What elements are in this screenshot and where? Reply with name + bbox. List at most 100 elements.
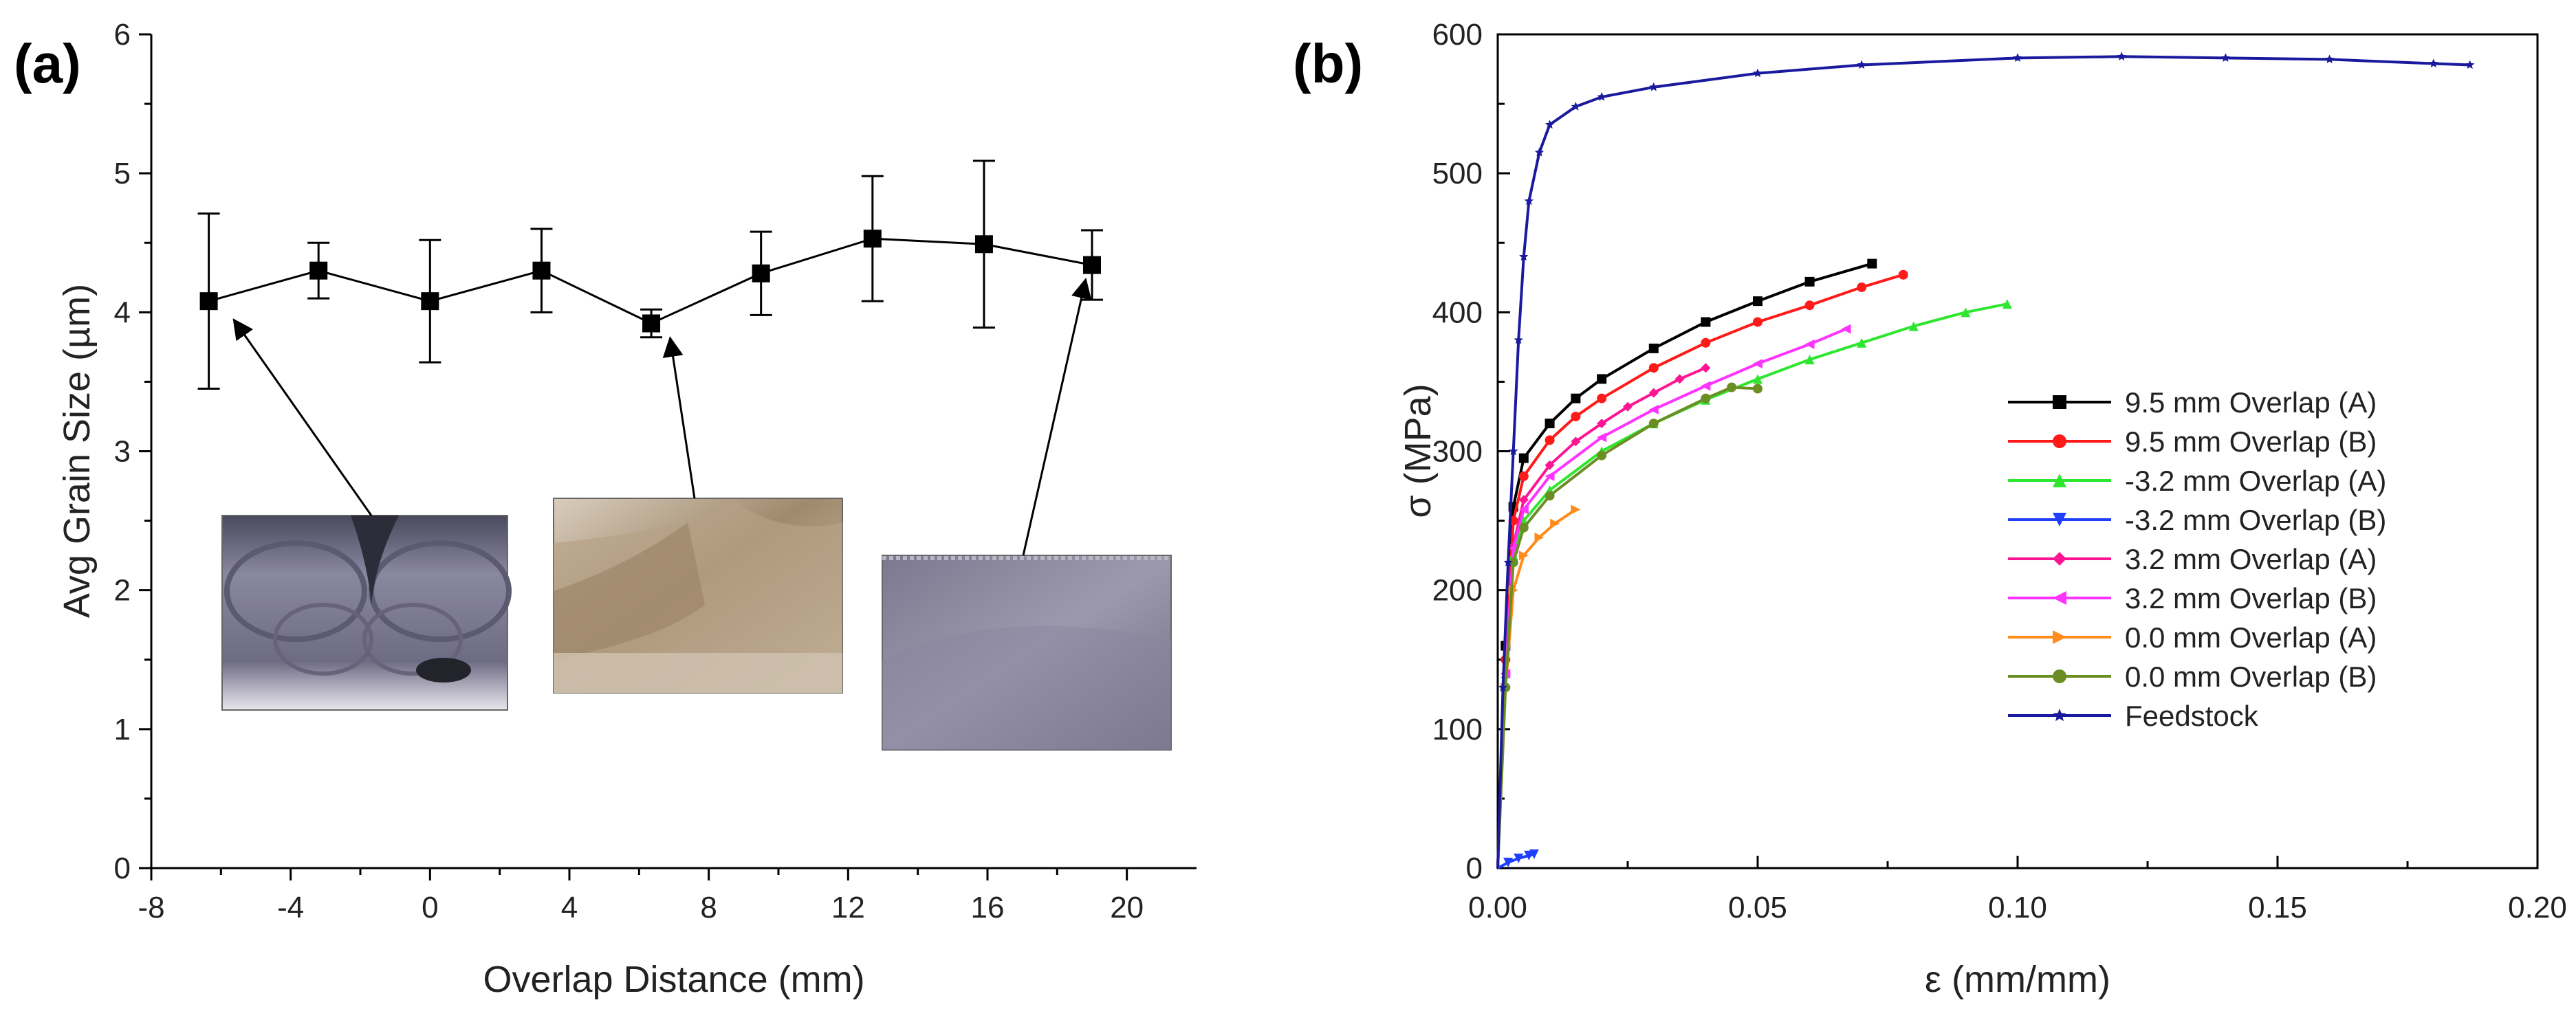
series-point-9-5-mm-overlap-b (1857, 282, 1867, 292)
series-point-9-5-mm-overlap-b (1753, 317, 1762, 327)
x-tick-label: 0 (422, 891, 438, 924)
series-point-feedstock (1503, 557, 1513, 566)
series-point-feedstock (1498, 683, 1508, 691)
legend-marker-0-0-mm-overlap-a (2053, 630, 2066, 644)
series-point-feedstock (2013, 53, 2022, 62)
y-tick-label: 0 (1466, 852, 1483, 885)
series-point-3-2-mm-overlap-a (1908, 321, 1919, 331)
legend-label-3-2-mm-overlap-b: 3.2 mm Overlap (B) (2125, 582, 2377, 614)
data-point (421, 292, 439, 311)
x-tick-label: 0.00 (1468, 891, 1527, 924)
series-point-3-2-mm-overlap-b (1597, 432, 1607, 443)
series-point-9-5-mm-overlap-b (1597, 393, 1607, 403)
panel-b: (b) 0.00 0.05 0.10 0.15 0.20 0 100 200 300 400 500… (1293, 18, 2567, 1000)
macrograph-left (221, 515, 512, 711)
series-point-3-2-mm-overlap-b (1544, 471, 1555, 481)
panel-a-label: (a) (14, 33, 81, 94)
y-tick-label: 300 (1432, 435, 1483, 469)
series-point-feedstock (2429, 58, 2438, 68)
panel-b-y-title: σ (MPa) (1397, 384, 1439, 518)
panel-a-ticks (139, 33, 1128, 880)
panel-b-ticks (1496, 33, 2539, 869)
macrograph-right (882, 555, 1172, 751)
series-point-0-0-mm-overlap-b (1648, 419, 1659, 429)
series-point-9-5-mm-overlap-a (1571, 393, 1581, 403)
x-tick-label: 8 (700, 891, 717, 924)
series-point-9-5-mm-overlap-a (1701, 317, 1711, 327)
y-tick-label: 600 (1432, 18, 1483, 52)
panel-b-series (1496, 52, 2475, 869)
panel-b-legend: 9.5 mm Overlap (A) 9.5 mm Overlap (B) -3.2… (2008, 386, 2386, 732)
x-tick-label: 0.20 (2508, 891, 2567, 924)
series-point-9-5-mm-overlap-b (1898, 269, 1908, 280)
series-point-feedstock (1544, 120, 1555, 129)
x-tick-label: 12 (831, 891, 865, 924)
series-point-0-0-mm-overlap-a (1550, 518, 1560, 529)
series-point-feedstock (1857, 60, 1866, 69)
series-point-9-5-mm-overlap-a (1544, 419, 1555, 429)
series-point-3-2-mm-overlap-b (1648, 404, 1659, 414)
panel-b-x-title: ε (mm/mm) (1925, 959, 2110, 1000)
series-point-0-0-mm-overlap-b (1508, 557, 1518, 568)
y-tick-label: 500 (1432, 157, 1483, 190)
legend-marker-3-2-mm-overlap-b (2053, 591, 2066, 605)
data-point (1083, 256, 1101, 274)
y-tick-label: 4 (114, 296, 131, 329)
series-point-3-2-mm-overlap-a (2002, 299, 2012, 309)
series-point-feedstock (2324, 54, 2335, 64)
series-point-feedstock (1514, 335, 1523, 344)
legend-label-3-2-mm-overlap-a: -3.2 mm Overlap (A) (2125, 465, 2386, 497)
data-point (199, 292, 218, 311)
series-point-feedstock (2117, 52, 2126, 60)
series-point-feedstock (1753, 68, 1762, 78)
series-line-9-5-mm-overlap-b (1496, 273, 1904, 869)
series-point-9-5-mm-overlap-b (1804, 300, 1815, 311)
y-tick-label: 2 (114, 574, 131, 608)
series-point-3-2-mm-overlap-b (1529, 849, 1539, 859)
legend-label-3-2-mm-overlap-b: -3.2 mm Overlap (B) (2125, 504, 2386, 536)
data-point (309, 261, 328, 280)
data-point (532, 261, 551, 280)
series-point-feedstock (1519, 252, 1529, 261)
series-point-feedstock (1649, 82, 1659, 91)
macrograph-middle (553, 498, 843, 694)
series-point-0-0-mm-overlap-b (1727, 382, 1737, 392)
legend-label-3-2-mm-overlap-a: 3.2 mm Overlap (A) (2125, 543, 2377, 575)
series-point-3-2-mm-overlap-a (1518, 495, 1529, 505)
series-point-9-5-mm-overlap-a (1867, 258, 1877, 269)
series-point-feedstock (1524, 196, 1533, 206)
series-point-3-2-mm-overlap-a (1753, 374, 1762, 384)
legend-marker-3-2-mm-overlap-b (2053, 513, 2066, 526)
panel-a-series (197, 159, 1103, 390)
series-point-3-2-mm-overlap-a (1571, 436, 1581, 447)
series-line-3-2-mm-overlap-b (1496, 327, 1847, 869)
series-point-0-0-mm-overlap-b (1753, 384, 1762, 394)
series-point-0-0-mm-overlap-a (1571, 505, 1581, 515)
legend-marker-9-5-mm-overlap-a (2053, 395, 2066, 409)
x-tick-label: 0.15 (2248, 891, 2307, 924)
series-point-feedstock (1597, 92, 1606, 101)
arrow-left-inset (232, 318, 373, 516)
series-point-0-0-mm-overlap-b (1544, 491, 1555, 501)
series-point-9-5-mm-overlap-b (1518, 471, 1529, 481)
panel-b-tick-labels: 0.00 0.05 0.10 0.15 0.20 0 100 200 300 400 500 600 (1432, 18, 2567, 924)
series-point-feedstock (2220, 53, 2231, 62)
series-point-3-2-mm-overlap-b (1701, 381, 1711, 391)
series-line-3-2-mm-overlap-a (1496, 366, 1707, 869)
legend-marker-feedstock (2053, 709, 2066, 722)
y-tick-label: 400 (1432, 296, 1483, 329)
y-tick-label: 6 (114, 18, 131, 52)
y-tick-label: 200 (1432, 574, 1483, 608)
series-point-9-5-mm-overlap-b (1544, 435, 1555, 445)
series-point-9-5-mm-overlap-a (1597, 374, 1607, 384)
legend-label-9-5-mm-overlap-b: 9.5 mm Overlap (B) (2125, 425, 2377, 458)
y-tick-label: 100 (1432, 713, 1483, 746)
series-line-feedstock (1496, 55, 2470, 869)
series-point-9-5-mm-overlap-a (1804, 276, 1815, 287)
data-point (974, 235, 993, 254)
x-tick-label: 16 (971, 891, 1005, 924)
series-point-9-5-mm-overlap-b (1648, 363, 1659, 373)
series-point-3-2-mm-overlap-b (1503, 857, 1514, 867)
